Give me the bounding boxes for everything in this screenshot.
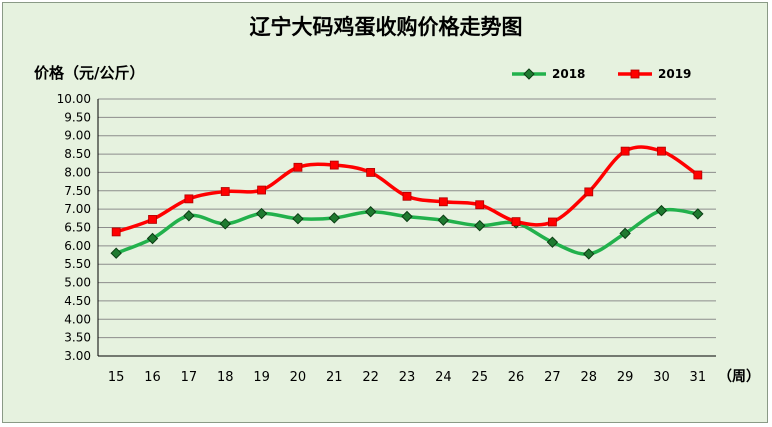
y-tick-label: 8.50: [64, 147, 91, 161]
data-point-2019: [402, 191, 412, 201]
x-tick-label: 26: [508, 370, 525, 385]
x-tick-label: 28: [580, 370, 597, 385]
y-tick-label: 9.50: [64, 110, 91, 124]
y-tick-label: 3.50: [64, 331, 91, 345]
y-tick-label: 6.00: [64, 239, 91, 253]
legend-marker: [523, 68, 535, 80]
data-point-2018: [619, 227, 631, 240]
x-tick-label: 21: [326, 370, 343, 385]
legend-label: 2018: [552, 67, 585, 81]
x-tick-label: 24: [435, 370, 452, 385]
x-tick-label: 22: [362, 370, 379, 385]
data-point-2019: [548, 217, 557, 227]
x-tick-label: 23: [399, 370, 416, 385]
data-point-2018: [401, 210, 413, 223]
data-point-2019: [511, 217, 521, 227]
data-point-2019: [111, 227, 121, 237]
x-tick-label: 27: [544, 370, 561, 385]
data-point-2019: [293, 162, 303, 172]
legend-label: 2019: [658, 67, 691, 81]
data-point-2018: [437, 214, 450, 226]
y-tick-label: 4.50: [64, 294, 91, 308]
data-point-2019: [220, 187, 230, 196]
y-tick-label: 7.00: [64, 202, 91, 216]
x-tick-label: 25: [471, 370, 488, 385]
legend-item-2018: 2018: [512, 67, 585, 81]
y-tick-label: 3.00: [64, 349, 91, 363]
x-tick-label: 31: [690, 370, 707, 385]
data-point-2019: [329, 160, 339, 170]
series-2018: [110, 204, 704, 260]
x-tick-label: 18: [217, 370, 234, 385]
y-tick-label: 5.00: [64, 276, 91, 290]
y-axis-label: 价格（元/公斤）: [34, 64, 144, 82]
chart-title: 辽宁大码鸡蛋收购价格走势图: [250, 15, 523, 39]
x-tick-label: 15: [108, 370, 125, 385]
data-point-2019: [366, 168, 376, 177]
data-point-2018: [655, 204, 668, 217]
data-point-2018: [546, 236, 559, 248]
data-point-2018: [110, 247, 122, 259]
data-point-2019: [148, 215, 157, 224]
data-point-2018: [364, 206, 377, 218]
x-tick-label: 30: [653, 370, 670, 385]
y-tick-label: 5.50: [64, 257, 91, 271]
x-tick-label: 17: [181, 370, 198, 385]
data-point-2018: [692, 208, 704, 220]
y-tick-label: 8.00: [64, 165, 91, 179]
data-point-2019: [438, 197, 448, 207]
data-point-2018: [292, 212, 304, 225]
data-point-2019: [184, 194, 194, 204]
y-tick-label: 7.50: [64, 184, 91, 198]
x-axis-label: （周）: [718, 369, 760, 385]
y-tick-label: 9.00: [64, 129, 91, 143]
data-point-2019: [693, 170, 703, 180]
series-2019: [111, 145, 703, 237]
y-tick-label: 10.00: [57, 92, 91, 106]
data-point-2019: [257, 185, 266, 195]
legend-marker: [630, 69, 640, 79]
data-point-2018: [146, 232, 159, 245]
x-tick-label: 19: [253, 370, 270, 385]
legend-item-2019: 2019: [618, 67, 691, 81]
data-point-2019: [657, 146, 666, 156]
x-tick-label: 20: [290, 370, 307, 385]
y-tick-label: 6.50: [64, 221, 91, 235]
data-point-2018: [219, 218, 231, 230]
data-point-2018: [255, 207, 268, 220]
data-point-2019: [620, 146, 630, 156]
data-point-2019: [584, 187, 594, 197]
x-tick-label: 29: [617, 370, 634, 385]
x-tick-label: 16: [144, 370, 161, 385]
data-point-2019: [475, 200, 485, 210]
data-point-2018: [583, 248, 595, 260]
data-point-2018: [183, 210, 195, 222]
data-point-2018: [328, 212, 341, 224]
data-point-2018: [473, 219, 486, 232]
y-tick-label: 4.00: [64, 312, 91, 326]
